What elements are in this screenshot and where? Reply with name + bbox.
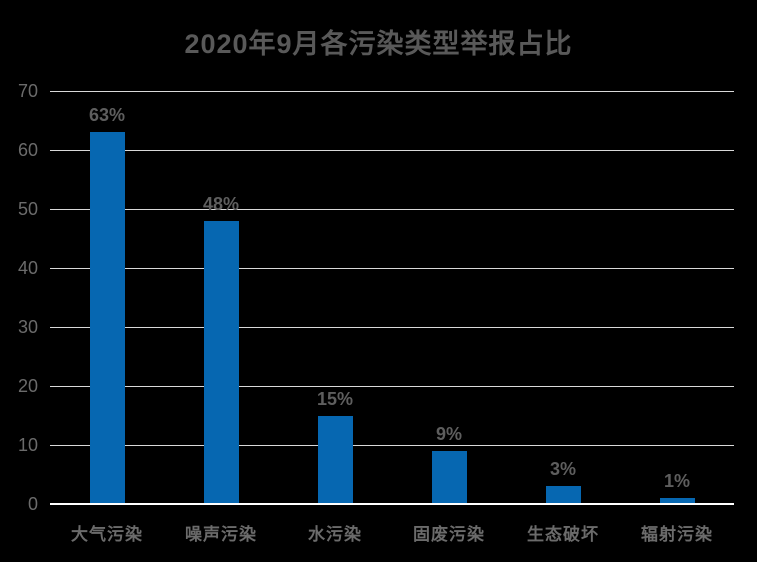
gridline bbox=[50, 91, 734, 92]
x-axis-line bbox=[50, 503, 734, 505]
chart-title: 2020年9月各污染类型举报占比 bbox=[184, 29, 573, 59]
bar-value-label: 63% bbox=[88, 105, 126, 126]
bar-value-label: 15% bbox=[316, 388, 354, 409]
bar-1 bbox=[89, 132, 125, 504]
gridline bbox=[50, 445, 734, 446]
x-axis-category-label: 大气污染 bbox=[71, 525, 143, 544]
x-axis-category-label: 水污染 bbox=[308, 525, 362, 544]
y-axis-tick-label: 40 bbox=[17, 258, 38, 278]
bar-5 bbox=[545, 486, 581, 504]
bar-6 bbox=[659, 498, 695, 504]
x-axis-category-label: 生态破坏 bbox=[527, 525, 599, 544]
x-axis-category-label: 固废污染 bbox=[413, 525, 485, 544]
bar-3 bbox=[317, 415, 353, 504]
x-axis-category-label: 辐射污染 bbox=[641, 525, 713, 544]
bar-value-label: 9% bbox=[435, 423, 462, 444]
y-axis-tick-label: 10 bbox=[17, 435, 38, 455]
gridline bbox=[50, 327, 734, 328]
y-axis-tick-label: 20 bbox=[17, 376, 38, 396]
x-axis-category-label: 噪声污染 bbox=[185, 525, 257, 544]
gridline bbox=[50, 268, 734, 269]
y-axis-tick-label: 70 bbox=[17, 81, 38, 101]
y-axis-tick-label: 0 bbox=[27, 494, 38, 514]
gridline bbox=[50, 209, 734, 210]
bar-value-label: 48% bbox=[202, 193, 240, 214]
bar-2 bbox=[203, 220, 239, 504]
bar-value-label: 1% bbox=[663, 471, 690, 492]
gridline bbox=[50, 150, 734, 151]
bar-4 bbox=[431, 450, 467, 504]
gridline bbox=[50, 386, 734, 387]
y-axis-tick-label: 60 bbox=[17, 140, 38, 160]
y-axis-tick-label: 30 bbox=[17, 317, 38, 337]
y-axis-tick-label: 50 bbox=[17, 199, 38, 219]
bar-value-label: 3% bbox=[549, 459, 576, 480]
plot-area: 0 10 20 30 40 50 60 70 63% 大气污染 48% 噪声污染 15% 水污染 9% 固废污… bbox=[18, 81, 734, 544]
